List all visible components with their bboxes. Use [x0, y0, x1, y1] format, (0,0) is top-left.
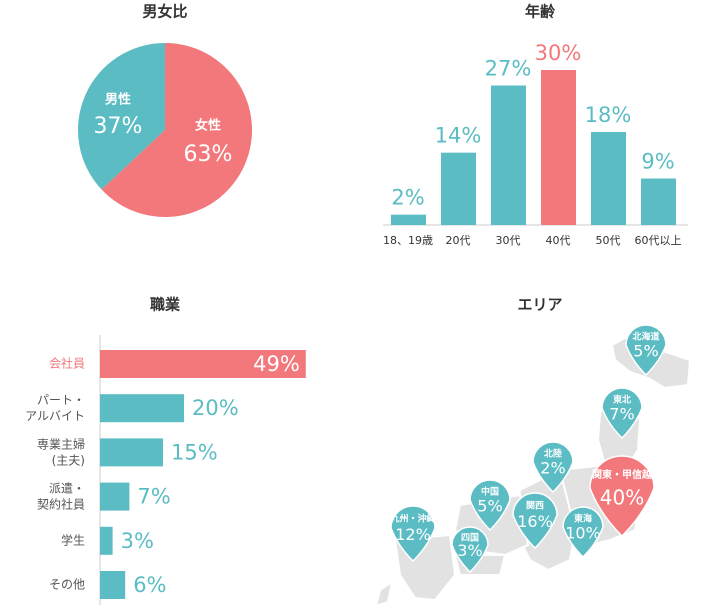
- area-label: 関東・甲信越: [592, 468, 653, 481]
- chart-title: 職業: [150, 296, 181, 314]
- bar: [391, 214, 426, 225]
- bar: [641, 178, 676, 225]
- pin: [589, 455, 655, 538]
- y-tick-label: 専業主婦(主夫): [37, 436, 85, 467]
- area-pin: 関東・甲信越 40%: [589, 455, 655, 538]
- value-label: 20%: [192, 396, 239, 420]
- slice-label: 男性: [105, 92, 131, 108]
- x-tick-label: 40代: [546, 234, 571, 247]
- value-label: 9%: [641, 150, 674, 174]
- pin: [601, 387, 643, 440]
- pin: [512, 492, 558, 550]
- value-label: 18%: [585, 103, 632, 127]
- area-value: 16%: [517, 512, 553, 531]
- y-tick-label: パート・アルバイト: [25, 393, 85, 423]
- slice-value: 63%: [184, 142, 233, 167]
- slice-value: 37%: [94, 114, 143, 139]
- area-label: 九州・沖縄: [389, 513, 435, 525]
- value-label: 27%: [485, 57, 532, 81]
- pin: [451, 526, 489, 574]
- area-label: 北陸: [544, 448, 562, 460]
- x-tick-label: 18、19歳: [383, 234, 433, 247]
- y-tick-label: 学生: [61, 532, 85, 547]
- bar: [100, 350, 306, 378]
- bar: [100, 482, 130, 511]
- chart-title: 年齢: [525, 3, 556, 21]
- value-label: 49%: [253, 352, 300, 376]
- x-tick-label: 60代以上: [635, 234, 682, 247]
- y-tick-label: 会社員: [49, 356, 85, 371]
- y-tick-label: 派遣・契約社員: [37, 480, 85, 511]
- pie-slice: [77, 43, 165, 190]
- chart-title: エリア: [517, 296, 562, 314]
- area-value: 40%: [600, 486, 644, 510]
- bar: [100, 526, 113, 555]
- bar: [541, 70, 576, 225]
- area-label: 関西: [526, 501, 544, 512]
- value-label: 15%: [171, 440, 218, 464]
- value-label: 3%: [121, 529, 154, 553]
- bar: [441, 152, 476, 225]
- bar: [100, 394, 184, 423]
- bar: [100, 438, 163, 467]
- value-label: 14%: [435, 124, 482, 148]
- chart-title: 男女比: [142, 3, 187, 21]
- area-value: 5%: [633, 342, 658, 361]
- area-value: 2%: [540, 459, 565, 478]
- area-pin: 中国5%: [469, 479, 511, 532]
- area-pin: 四国3%: [451, 526, 489, 574]
- x-tick-label: 30代: [496, 234, 521, 247]
- pin: [390, 505, 436, 563]
- pin: [625, 324, 667, 377]
- pie-slice: [101, 43, 252, 217]
- bar: [591, 132, 626, 225]
- area-pin: 東北7%: [601, 387, 643, 440]
- x-tick-label: 50代: [596, 234, 621, 247]
- area-pin: 北陸2%: [532, 441, 574, 494]
- value-label: 2%: [391, 186, 424, 210]
- area-value: 7%: [609, 405, 634, 424]
- pin: [469, 479, 511, 532]
- bar: [100, 571, 126, 599]
- area-label: 東北: [613, 394, 631, 406]
- area-label: 北海道: [632, 331, 659, 343]
- area-value: 3%: [457, 541, 482, 560]
- value-label: 7%: [137, 485, 170, 509]
- value-label: 30%: [535, 41, 582, 65]
- slice-label: 女性: [195, 118, 221, 134]
- pin: [562, 506, 604, 559]
- area-label: 中国: [481, 486, 499, 498]
- area-value: 10%: [565, 524, 601, 543]
- area-label: 東海: [574, 513, 592, 525]
- pin: [532, 441, 574, 494]
- value-label: 6%: [133, 573, 166, 597]
- y-tick-label: その他: [49, 578, 85, 592]
- bar: [491, 85, 526, 225]
- area-value: 12%: [395, 525, 431, 544]
- area-label: 四国: [461, 532, 479, 543]
- x-tick-label: 20代: [446, 234, 471, 247]
- area-value: 5%: [477, 497, 502, 516]
